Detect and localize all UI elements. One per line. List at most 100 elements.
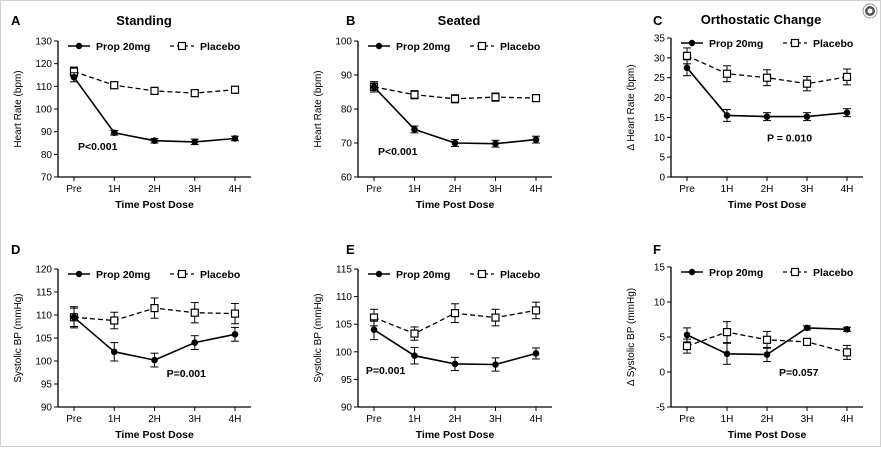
x-tick-label: Pre <box>679 184 695 195</box>
legend-marker-placebo <box>477 41 487 51</box>
y-tick-label: 110 <box>36 311 52 322</box>
data-point-prop <box>411 352 418 359</box>
x-tick-label: Pre <box>366 414 382 425</box>
data-point-prop <box>843 109 851 116</box>
legend-marker-prop <box>75 270 83 278</box>
y-axis-label: Δ Systolic BP (mmHg) <box>626 288 637 386</box>
y-tick-label: 80 <box>41 150 53 161</box>
data-point-prop <box>191 339 199 346</box>
x-tick-label: 4H <box>530 184 543 195</box>
data-point-placebo <box>491 313 500 322</box>
panel-letter: C <box>653 13 663 28</box>
data-point-placebo <box>410 90 419 99</box>
panel-letter: A <box>11 13 21 28</box>
panel-title: Seated <box>438 13 481 28</box>
y-tick-label: -5 <box>656 403 665 414</box>
y-tick-label: 120 <box>35 265 52 276</box>
panel-letter: F <box>653 242 661 257</box>
data-point-prop <box>151 356 158 364</box>
legend-marker-placebo <box>790 38 800 48</box>
y-tick-label: 90 <box>341 403 353 414</box>
data-point-prop <box>683 64 691 72</box>
x-axis-label: Time Post Dose <box>416 429 495 441</box>
x-tick-label: 3H <box>801 184 814 195</box>
data-point-placebo <box>682 51 692 60</box>
y-tick-label: 15 <box>654 263 666 274</box>
y-tick-label: 110 <box>36 82 52 93</box>
data-point-placebo <box>802 79 812 88</box>
y-tick-label: 100 <box>335 37 352 48</box>
p-value-label: P=0.001 <box>167 368 207 380</box>
y-tick-label: 120 <box>35 59 52 70</box>
data-point-placebo <box>842 72 852 82</box>
x-tick-label: 1H <box>721 184 734 195</box>
data-point-prop <box>451 139 459 147</box>
y-tick-label: 0 <box>659 368 665 379</box>
data-point-prop <box>803 113 811 120</box>
x-tick-label: 3H <box>489 184 502 195</box>
x-tick-label: 2H <box>449 414 462 425</box>
y-axis-label: Δ Heart Rate (bpm) <box>626 64 637 150</box>
panel-title: Orthostatic Change <box>701 12 822 27</box>
y-tick-label: 105 <box>35 334 52 345</box>
chart-panel-a: A Standing 70 80 90 100 110 120 130 Pre 1H 2H 3H 4H Ti… <box>11 13 251 211</box>
x-tick-label: 3H <box>188 414 201 425</box>
data-point-prop <box>451 360 459 368</box>
data-point-placebo <box>110 316 119 325</box>
y-tick-label: 30 <box>654 53 666 64</box>
y-axis-label: Systolic BP (mmHg) <box>313 293 324 382</box>
y-tick-label: 100 <box>35 357 52 368</box>
panel-letter: B <box>346 13 355 28</box>
data-point-placebo <box>491 92 500 102</box>
x-tick-label: 4H <box>530 414 543 425</box>
x-tick-label: 4H <box>229 184 242 195</box>
x-tick-label: 2H <box>148 184 161 195</box>
data-point-prop <box>723 350 731 358</box>
chart-panel-f: F -5 0 5 10 15 Pre 1H 2H 3H 4H Time Post Dose Δ Syst… <box>626 242 863 441</box>
data-point-placebo <box>150 304 159 313</box>
y-tick-label: 70 <box>41 173 53 184</box>
circle-gear-icon[interactable] <box>862 3 878 19</box>
data-point-placebo <box>410 329 419 338</box>
x-tick-label: 2H <box>761 184 774 195</box>
y-tick-label: 20 <box>654 93 666 104</box>
chart-panel-c: C Orthostatic Change 0 5 10 15 20 25 30 35 Pre 1H 2H… <box>626 12 863 211</box>
legend-label-prop: Prop 20mg <box>96 269 150 281</box>
legend-marker-placebo <box>790 267 800 277</box>
data-point-prop <box>723 112 731 119</box>
y-tick-label: 35 <box>654 34 666 45</box>
data-point-prop <box>370 83 378 91</box>
data-point-prop <box>763 351 771 358</box>
data-point-placebo <box>531 306 541 315</box>
y-axis-label: Heart Rate (bpm) <box>313 70 324 147</box>
data-point-prop <box>110 129 118 137</box>
data-point-prop <box>843 326 851 333</box>
p-value-label: P<0.001 <box>78 141 118 153</box>
legend-label-prop: Prop 20mg <box>96 41 150 53</box>
data-point-prop <box>151 137 158 145</box>
x-axis-label: Time Post Dose <box>115 199 194 211</box>
data-point-prop <box>492 140 499 147</box>
p-value-label: P<0.001 <box>378 146 418 158</box>
y-tick-label: 15 <box>654 113 666 124</box>
data-point-placebo <box>802 337 812 346</box>
legend-marker-placebo <box>477 269 487 279</box>
x-axis-label: Time Post Dose <box>728 429 807 441</box>
data-point-prop <box>231 135 239 142</box>
x-tick-label: 1H <box>408 184 421 195</box>
y-tick-label: 90 <box>341 71 353 82</box>
y-tick-label: 115 <box>36 288 52 299</box>
y-tick-label: 5 <box>659 333 665 344</box>
data-point-prop <box>532 136 540 143</box>
legend-marker-prop <box>375 42 383 50</box>
data-point-placebo <box>230 309 240 318</box>
x-tick-label: 1H <box>108 414 121 425</box>
panel-title: Standing <box>116 13 172 28</box>
y-axis-label: Heart Rate (bpm) <box>13 70 24 147</box>
data-point-prop <box>70 314 78 321</box>
data-point-placebo <box>762 335 772 344</box>
x-tick-label: 2H <box>148 414 161 425</box>
legend-marker-placebo <box>177 269 187 279</box>
data-point-prop <box>532 350 540 357</box>
data-point-prop <box>763 113 771 120</box>
